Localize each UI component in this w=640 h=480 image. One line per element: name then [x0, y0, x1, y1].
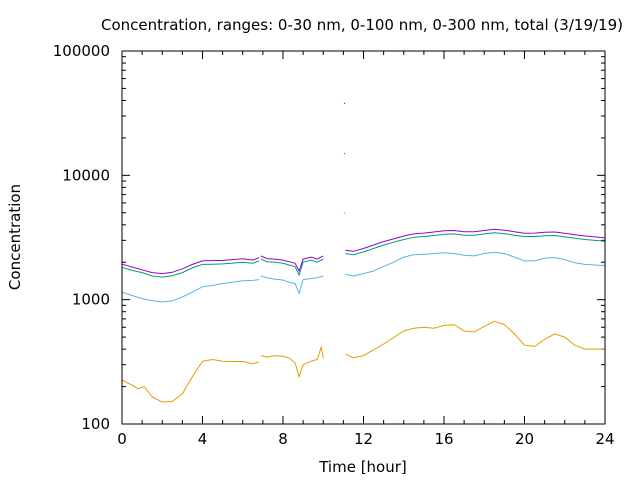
isolated-data-point: [343, 152, 346, 155]
isolated-data-point: [343, 102, 346, 104]
y-axis-label: Concentration: [6, 184, 24, 290]
series-2-line-segment: [260, 258, 324, 277]
series-1-line-segment: [121, 279, 259, 303]
tick-labels-layer: 0 4 8 12 16 20 24 100 1000 10000 100000: [53, 42, 615, 448]
series-3-line-segment: [260, 255, 324, 273]
series-layer: [121, 102, 606, 403]
plot-frame: [121, 50, 606, 425]
ticks-layer: [121, 50, 606, 425]
series-0-line-segment: [345, 320, 605, 359]
y-tick-label: 10000: [62, 166, 110, 184]
x-tick-label: 24: [595, 430, 614, 448]
y-tick-label: 100000: [53, 42, 110, 60]
y-tick-label: 100: [81, 415, 110, 433]
x-axis-label: Time [hour]: [318, 458, 407, 476]
series-1-line-segment: [345, 251, 606, 277]
chart-title: Concentration, ranges: 0-30 nm, 0-100 nm…: [101, 16, 623, 34]
isolated-data-point: [343, 212, 346, 214]
series-0-line-segment: [121, 358, 260, 403]
series-2-line-segment: [345, 232, 606, 256]
x-tick-label: 20: [515, 430, 534, 448]
x-tick-label: 0: [117, 430, 127, 448]
x-tick-label: 4: [198, 430, 208, 448]
series-2-line-segment: [121, 260, 260, 278]
series-1-line-segment: [260, 275, 324, 296]
series-0-line-segment: [260, 345, 324, 379]
x-tick-label: 16: [434, 430, 453, 448]
series-3-line-segment: [121, 257, 260, 275]
y-tick-label: 1000: [72, 291, 110, 309]
series-3-line-segment: [345, 228, 606, 252]
x-tick-label: 8: [278, 430, 288, 448]
x-tick-label: 12: [354, 430, 373, 448]
